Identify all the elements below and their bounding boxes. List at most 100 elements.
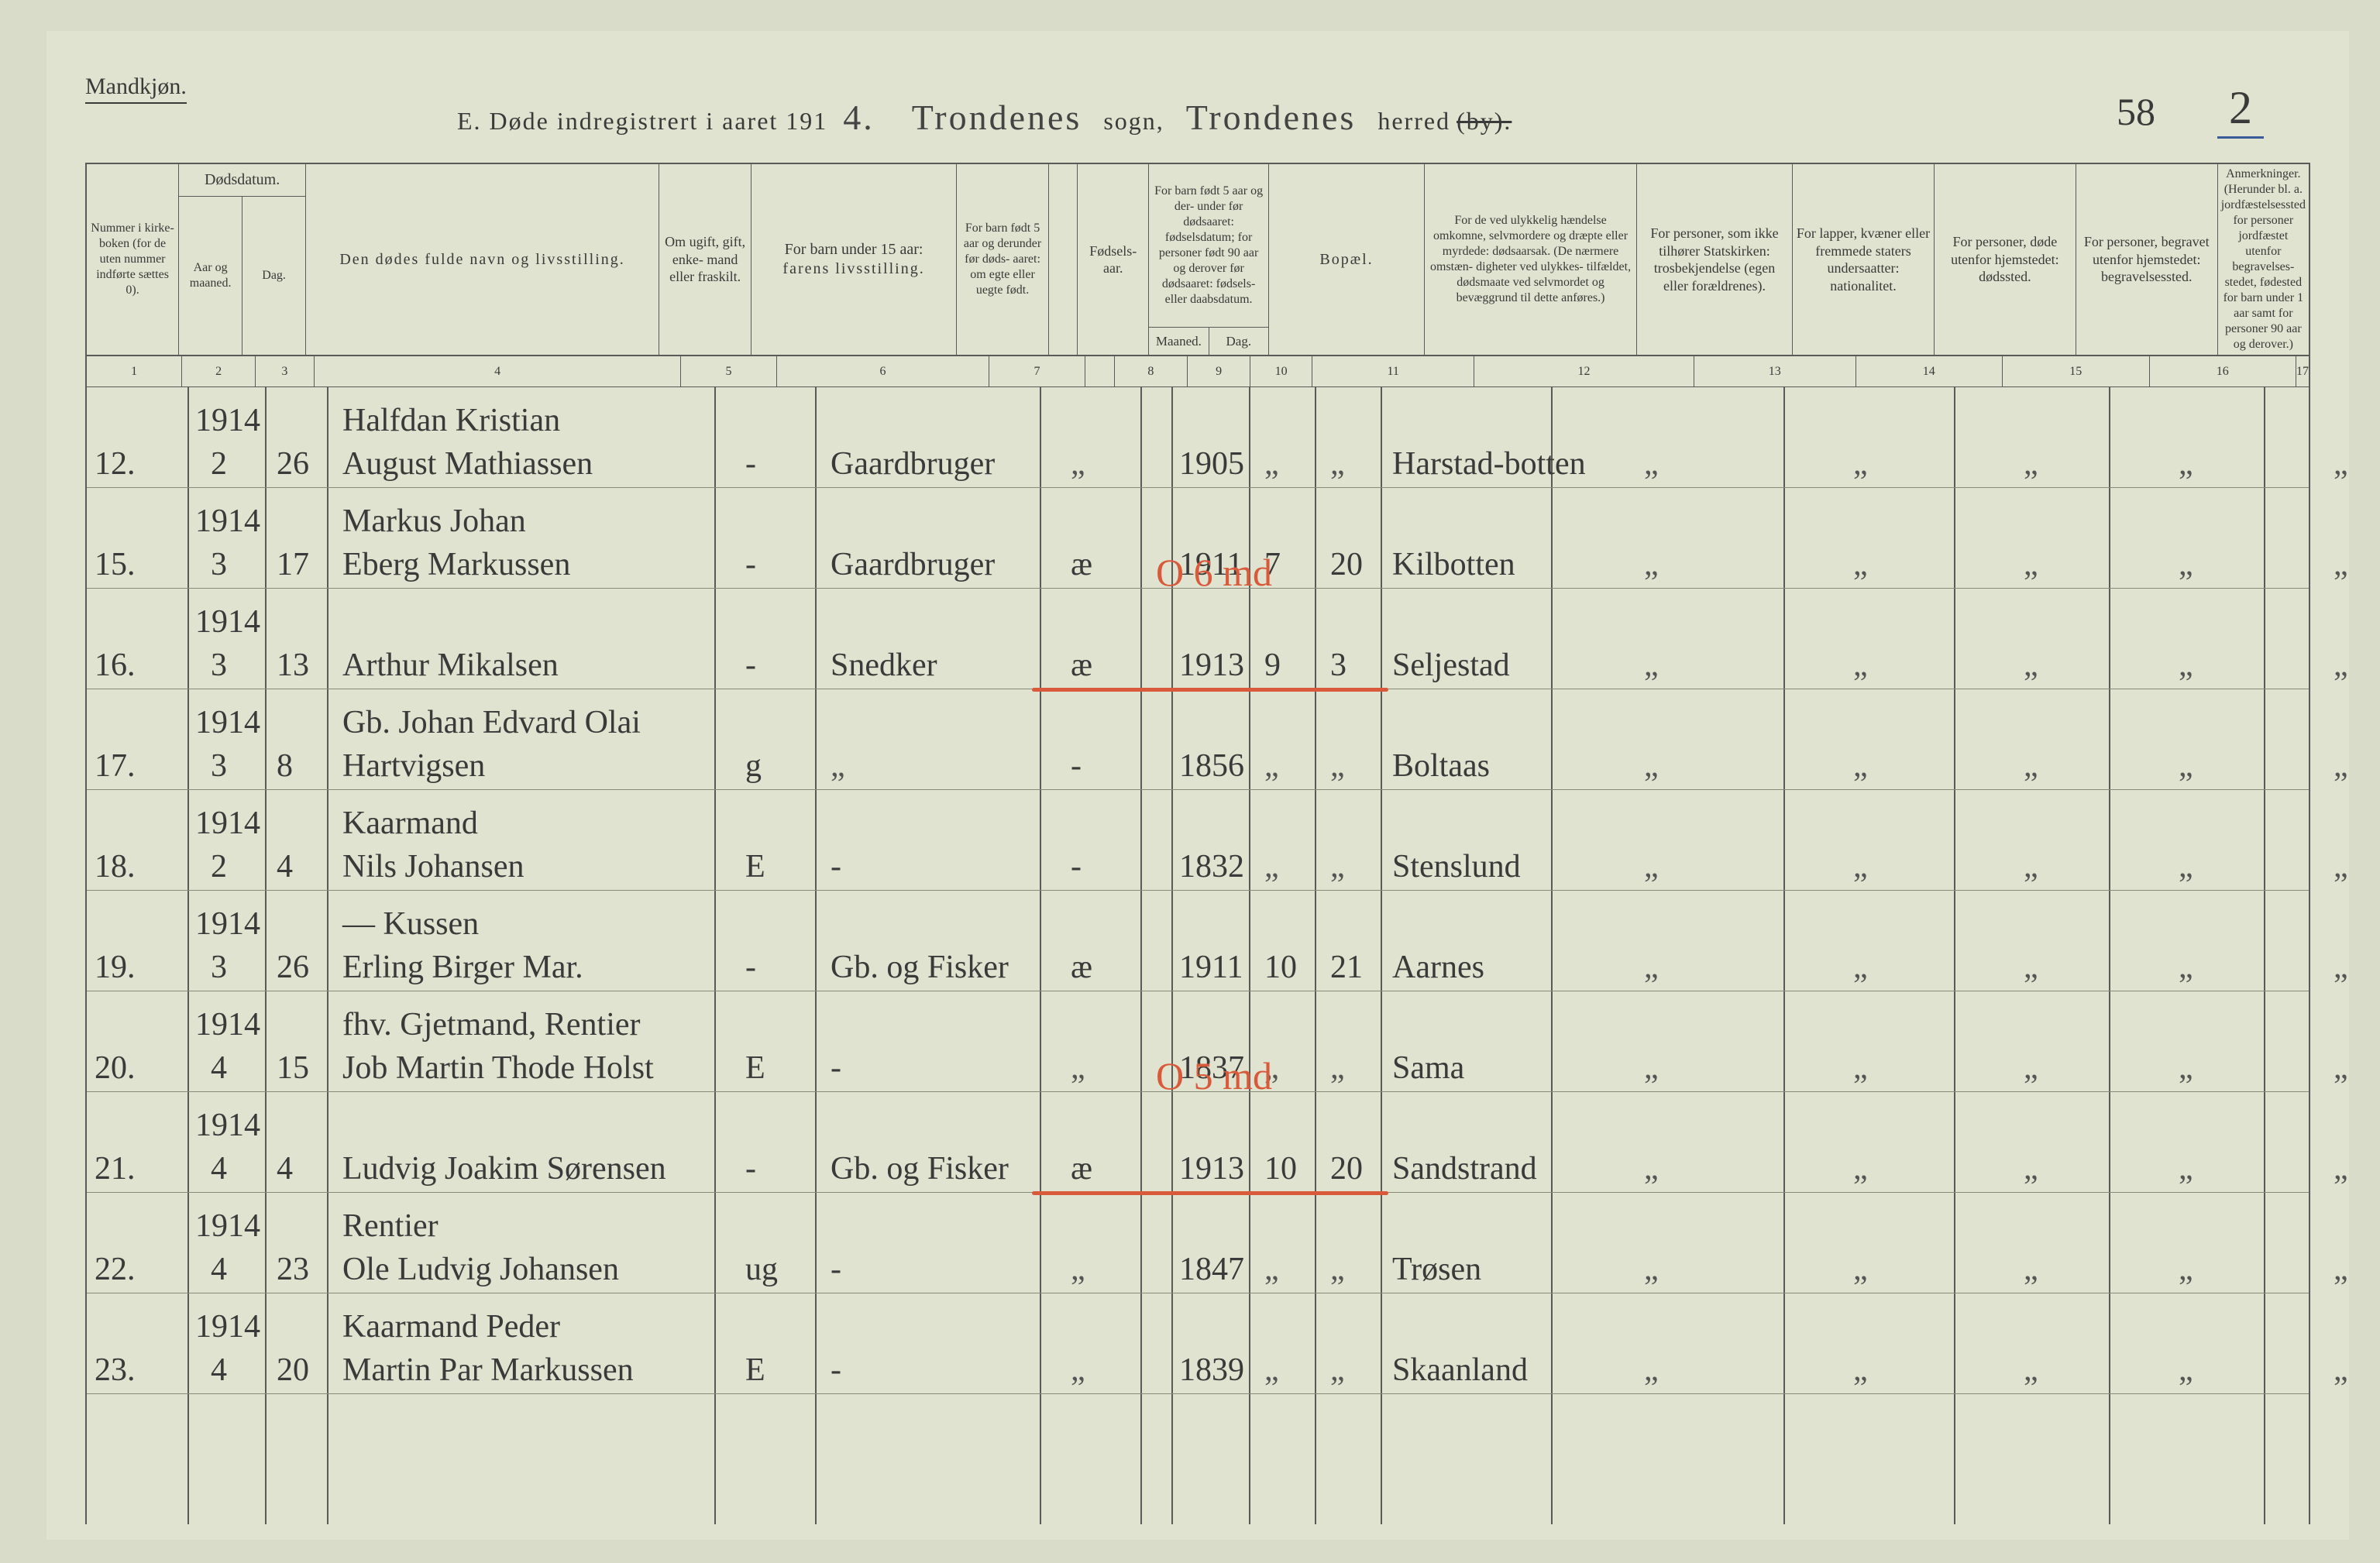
death-day: 4: [277, 848, 293, 885]
birth-year: 1913: [1179, 647, 1244, 684]
death-day: 4: [277, 1150, 293, 1187]
father-occupation: Gb. og Fisker: [831, 949, 1009, 986]
birth-year: 1911: [1179, 949, 1243, 986]
egte-uegte: „: [1071, 1251, 1085, 1288]
death-day: 26: [277, 445, 309, 483]
page-number: 2: [2217, 81, 2264, 139]
father-occupation: Gaardbruger: [831, 445, 995, 483]
title-year: 4.: [827, 98, 890, 137]
ledger-row: 22.1914423RentierOle Ludvig Johansenug-„…: [87, 1193, 2309, 1293]
birth-day: 20: [1330, 546, 1363, 583]
column-number: 8: [1115, 356, 1188, 386]
egte-uegte: „: [1071, 445, 1085, 483]
ledger-row: 23.1914420Kaarmand PederMartin Par Marku…: [87, 1293, 2309, 1394]
death-month: 2: [211, 445, 227, 483]
hdr-col-5-top: For barn under 15 aar:: [755, 240, 953, 259]
name-upper: fhv. Gjetmand, Rentier: [342, 1006, 641, 1043]
death-year: 1914: [195, 805, 260, 842]
name-lower: Erling Birger Mar.: [342, 949, 583, 986]
column-number: 12: [1474, 356, 1694, 386]
column-number: 6: [777, 356, 990, 386]
burial-place: „: [2334, 445, 2348, 483]
birth-day: 3: [1330, 647, 1346, 684]
confession: „: [1853, 747, 1868, 785]
marital-status: -: [745, 546, 756, 583]
burial-place: „: [2334, 848, 2348, 885]
column-number: 13: [1694, 356, 1856, 386]
hdr-col-3: Den dødes fulde navn og livsstilling.: [309, 250, 655, 270]
death-year: 1914: [195, 402, 260, 439]
name-lower: Arthur Mikalsen: [342, 647, 559, 684]
struck-by: (by).: [1457, 107, 1512, 135]
hdr-col-11: For personer, som ikke tilhører Statskir…: [1640, 225, 1789, 294]
hdr-col-2a: Aar og maaned.: [179, 197, 242, 355]
birth-day: „: [1330, 1049, 1345, 1087]
egte-uegte: æ: [1071, 647, 1092, 684]
column-number: 7: [989, 356, 1085, 386]
marital-status: E: [745, 848, 765, 885]
column-number: 5: [681, 356, 776, 386]
column-number: 9: [1188, 356, 1250, 386]
column-number: 3: [256, 356, 315, 386]
death-place: „: [2179, 1352, 2193, 1389]
nationality: „: [2024, 546, 2038, 583]
birth-month: 10: [1264, 1150, 1297, 1187]
row-number: 20.: [95, 1049, 136, 1087]
name-upper: Halfdan Kristian: [342, 402, 560, 439]
row-number: 18.: [95, 848, 136, 885]
hdr-col-14: For personer, begravet utenfor hjemstede…: [2079, 233, 2214, 286]
death-month: 4: [211, 1251, 227, 1288]
egte-uegte: -: [1071, 848, 1082, 885]
column-number: 16: [2150, 356, 2297, 386]
marital-status: E: [745, 1352, 765, 1389]
residence: Kilbotten: [1392, 546, 1515, 583]
hdr-col-10: For de ved ulykkelig hændelse omkomne, s…: [1428, 213, 1633, 306]
residence: Aarnes: [1392, 949, 1484, 986]
death-year: 1914: [195, 603, 260, 641]
birth-year: 1832: [1179, 848, 1244, 885]
hdr-col-8b: Dag.: [1209, 328, 1268, 355]
name-upper: Kaarmand: [342, 805, 478, 842]
hdr-col-9: Bopæl.: [1272, 250, 1421, 270]
death-day: 20: [277, 1352, 309, 1389]
confession: „: [1853, 1049, 1868, 1087]
sogn-label: sogn,: [1103, 107, 1164, 135]
cause-of-death: „: [1644, 747, 1659, 785]
death-place: „: [2179, 647, 2193, 684]
hdr-col-8a: Maaned.: [1149, 328, 1209, 355]
egte-uegte: æ: [1071, 1150, 1092, 1187]
death-year: 1914: [195, 905, 260, 943]
confession: „: [1853, 647, 1868, 684]
confession: „: [1853, 1251, 1868, 1288]
residence: Sandstrand: [1392, 1150, 1537, 1187]
name-upper: Rentier: [342, 1207, 439, 1245]
column-number: 14: [1856, 356, 2003, 386]
red-annotation: O 5 md: [1156, 1053, 1272, 1098]
name-lower: Nils Johansen: [342, 848, 524, 885]
confession: „: [1853, 1352, 1868, 1389]
marital-status: ug: [745, 1251, 778, 1288]
nationality: „: [2024, 647, 2038, 684]
cause-of-death: „: [1644, 1049, 1659, 1087]
confession: „: [1853, 1150, 1868, 1187]
name-lower: Hartvigsen: [342, 747, 485, 785]
residence: Skaanland: [1392, 1352, 1528, 1389]
death-day: 8: [277, 747, 293, 785]
death-month: 3: [211, 647, 227, 684]
title-prefix: E. Døde indregistrert i aaret 191: [457, 107, 827, 135]
death-month: 2: [211, 848, 227, 885]
burial-place: „: [2334, 747, 2348, 785]
column-number: 17: [2296, 356, 2309, 386]
hdr-col-15: Anmerkninger. (Herunder bl. a. jordfæste…: [2221, 167, 2306, 352]
birth-month: „: [1264, 747, 1279, 785]
residence: Seljestad: [1392, 647, 1510, 684]
death-month: 3: [211, 949, 227, 986]
cause-of-death: „: [1644, 1251, 1659, 1288]
death-year: 1914: [195, 1006, 260, 1043]
title-line: E. Døde indregistrert i aaret 1914. Tron…: [457, 97, 1512, 138]
cause-of-death: „: [1644, 848, 1659, 885]
birth-month: 9: [1264, 647, 1281, 684]
cause-of-death: „: [1644, 1150, 1659, 1187]
death-year: 1914: [195, 1308, 260, 1345]
father-occupation: -: [831, 1352, 841, 1389]
